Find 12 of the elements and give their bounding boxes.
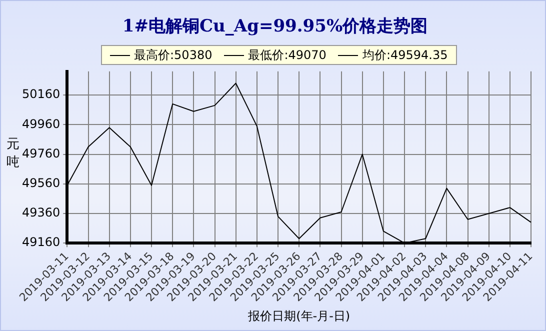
y-axis-title: 元吨	[6, 137, 20, 170]
y-tick-label: 49360	[22, 206, 60, 220]
x-axis-title: 报价日期(年-月-日)	[247, 308, 350, 323]
y-tick-label: 49560	[22, 176, 60, 190]
y-tick-label: 49960	[22, 116, 60, 131]
y-tick-label: 49160	[22, 235, 60, 250]
y-tick-label: 50160	[22, 87, 60, 102]
y-tick-label: 49760	[22, 146, 60, 160]
text: 最高价:50380	[134, 46, 212, 64]
text: 均价:49594.35	[362, 46, 448, 64]
chart-title: 1#电解铜Cu_Ag=99.95%价格走势图	[122, 16, 428, 37]
text: 最低价:49070	[248, 46, 326, 64]
